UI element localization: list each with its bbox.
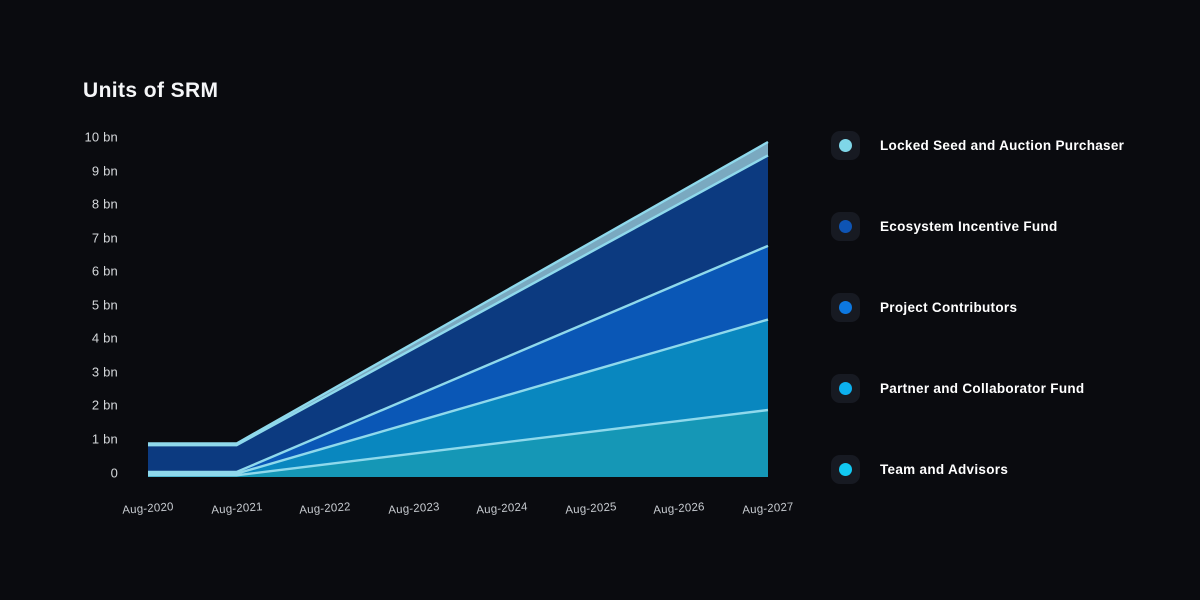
legend-marker-tile: [831, 293, 860, 322]
y-tick-label: 3 bn: [91, 364, 118, 380]
legend-label: Locked Seed and Auction Purchaser: [880, 138, 1125, 153]
legend-item-project-contributors[interactable]: Project Contributors: [831, 293, 1017, 322]
legend-dot-icon: [839, 139, 852, 152]
legend-item-ecosystem-incentive-fund[interactable]: Ecosystem Incentive Fund: [831, 212, 1058, 241]
legend-marker-tile: [831, 455, 860, 484]
legend-dot-icon: [839, 301, 852, 314]
y-tick-label: 0: [110, 465, 118, 480]
boundary-line-project-contributors: [148, 244, 769, 474]
y-tick-label: 10 bn: [84, 129, 118, 145]
legend-dot-icon: [839, 382, 852, 395]
boundary-line-locked-seed-and-auction-purchaser: [148, 140, 769, 445]
y-tick-label: 8 bn: [91, 196, 118, 212]
chart-title: Units of SRM: [83, 79, 219, 102]
legend-label: Project Contributors: [880, 300, 1018, 315]
legend-dot-icon: [839, 220, 852, 233]
y-tick-label: 1 bn: [91, 431, 118, 447]
legend-item-team-and-advisors[interactable]: Team and Advisors: [831, 455, 1008, 484]
legend-item-locked-seed-and-auction-purchaser[interactable]: Locked Seed and Auction Purchaser: [831, 131, 1124, 160]
legend-marker-tile: [831, 212, 860, 241]
legend-item-partner-and-collaborator-fund[interactable]: Partner and Collaborator Fund: [831, 374, 1084, 403]
area-team-and-advisors: [148, 410, 768, 477]
y-tick-label: 4 bn: [91, 330, 118, 346]
boundary-line-team-and-advisors: [148, 408, 769, 477]
legend-label: Partner and Collaborator Fund: [880, 381, 1085, 396]
area-partner-and-collaborator-fund: [148, 319, 768, 476]
legend-label: Ecosystem Incentive Fund: [880, 219, 1058, 234]
y-tick-label: 9 bn: [91, 163, 118, 179]
boundary-line-ecosystem-incentive-fund: [148, 154, 769, 447]
legend-dot-icon: [839, 463, 852, 476]
y-tick-label: 2 bn: [91, 397, 118, 413]
boundary-line-partner-and-collaborator-fund: [148, 318, 769, 475]
y-tick-label: 5 bn: [91, 297, 118, 313]
y-tick-label: 6 bn: [91, 263, 118, 279]
y-tick-label: 7 bn: [91, 230, 118, 246]
legend-marker-tile: [831, 374, 860, 403]
legend-label: Team and Advisors: [880, 462, 1009, 477]
legend-marker-tile: [831, 131, 860, 160]
